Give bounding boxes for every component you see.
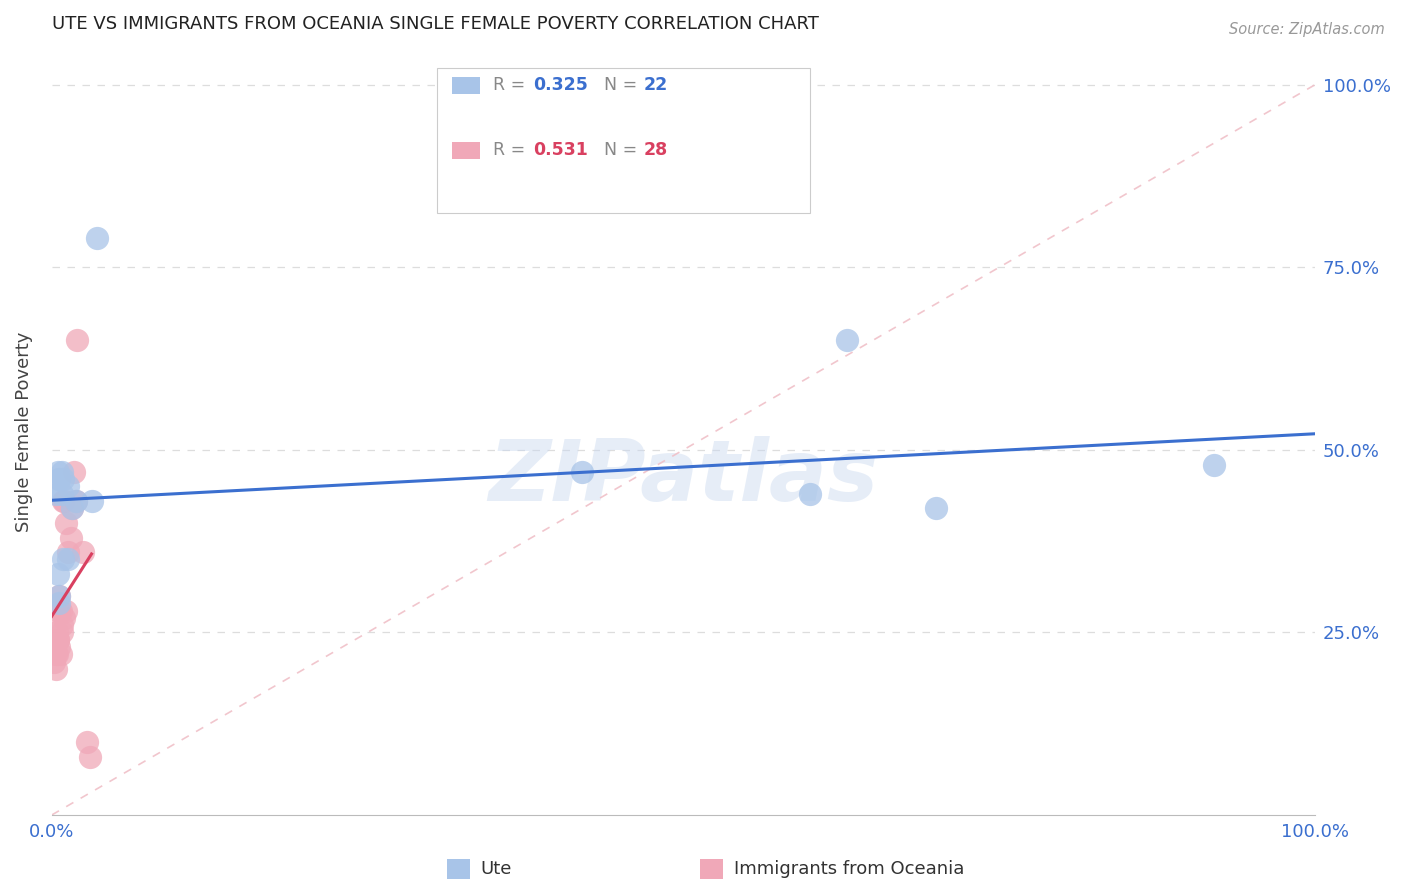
Point [55,604,77,618]
Point [837,334,859,348]
Bar [453,77,479,94]
Text: UTE VS IMMIGRANTS FROM OCEANIA SINGLE FEMALE POVERTY CORRELATION CHART: UTE VS IMMIGRANTS FROM OCEANIA SINGLE FE… [52,15,818,33]
Point [52,494,75,508]
Text: N =: N = [603,76,643,95]
Point [48,589,70,603]
Point [46,567,69,582]
Point [49,648,72,662]
Point [45,625,67,640]
Point [65,494,87,508]
Point [45,487,67,501]
Point [76,735,98,749]
Point [799,487,821,501]
Point [48,640,70,654]
Y-axis label: Single Female Poverty: Single Female Poverty [15,332,32,532]
Point [571,465,593,479]
Point [45,648,67,662]
Bar [453,142,479,159]
Point [46,632,69,647]
Point [52,472,75,486]
Point [79,749,101,764]
Point [45,648,67,662]
Text: Source: ZipAtlas.com: Source: ZipAtlas.com [1229,22,1385,37]
Point [53,611,76,625]
Point [65,494,87,508]
Point [60,501,83,516]
Point [48,472,70,486]
Text: R =: R = [492,142,530,160]
Point [66,334,89,348]
Text: N =: N = [603,142,643,160]
Point [72,545,94,559]
Point [52,552,75,566]
Text: Ute: Ute [481,860,512,878]
Point [48,604,70,618]
Point [63,465,86,479]
Text: Immigrants from Oceania: Immigrants from Oceania [734,860,965,878]
Point [51,465,73,479]
Point [55,516,77,530]
Text: ZIPatlas: ZIPatlas [488,436,879,519]
Point [56,552,79,566]
Text: R =: R = [492,76,530,95]
Point [45,662,67,676]
Point [56,479,79,493]
Point [51,618,73,632]
Point [925,501,948,516]
Point [56,545,79,559]
Point [46,632,69,647]
Point [46,465,69,479]
Text: 28: 28 [644,142,668,160]
Point [53,494,76,508]
Text: 0.531: 0.531 [533,142,588,160]
Text: 0.325: 0.325 [533,76,588,95]
Point [86,231,108,245]
Text: 22: 22 [644,76,668,95]
Point [59,531,82,545]
Point [48,596,70,610]
Point [48,589,70,603]
Point [51,487,73,501]
Point [82,494,104,508]
Point [49,604,72,618]
Point [1202,458,1225,472]
Point [48,472,70,486]
Point [44,655,66,669]
Point [51,625,73,640]
Point [60,501,83,516]
FancyBboxPatch shape [437,68,810,213]
